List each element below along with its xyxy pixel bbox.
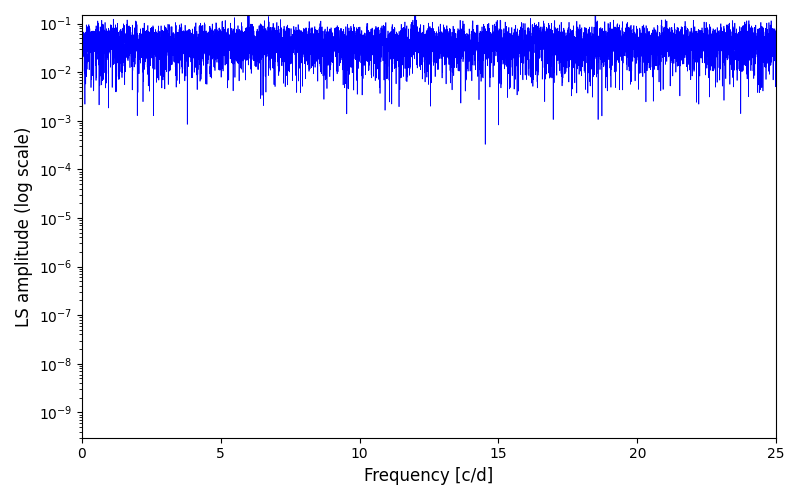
Y-axis label: LS amplitude (log scale): LS amplitude (log scale) (15, 126, 33, 326)
X-axis label: Frequency [c/d]: Frequency [c/d] (364, 467, 494, 485)
